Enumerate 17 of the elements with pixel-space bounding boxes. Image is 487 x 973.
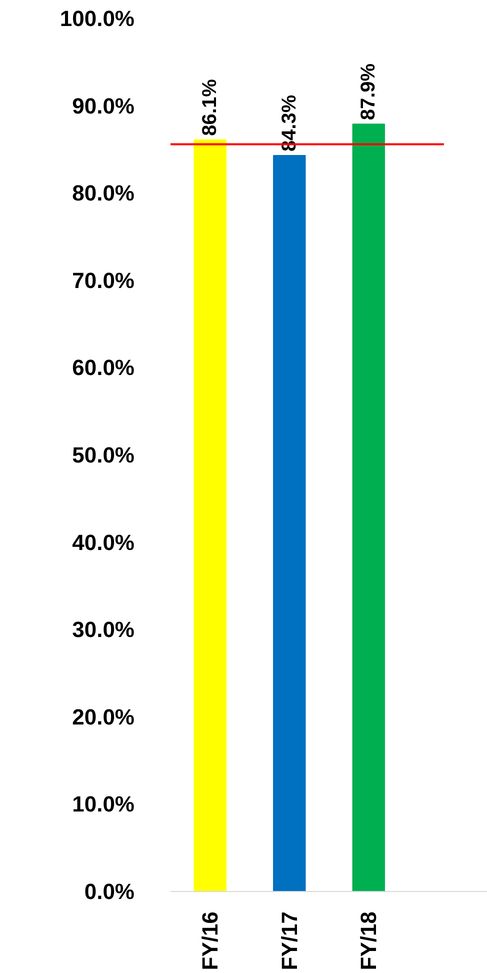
y-tick-label: 30.0% [72, 617, 135, 642]
x-tick-label: FY/16 [198, 911, 223, 970]
y-tick-label: 70.0% [72, 268, 135, 293]
y-tick-label: 10.0% [72, 792, 135, 817]
y-tick-label: 50.0% [72, 442, 135, 468]
y-tick-label: 40.0% [72, 530, 135, 555]
y-tick-label: 60.0% [72, 355, 135, 380]
data-label: 86.1% [199, 78, 222, 136]
y-tick-label: 100.0% [60, 6, 135, 31]
data-label: 84.3% [278, 94, 300, 152]
data-label: 87.9% [358, 63, 380, 120]
x-tick-label: FY/17 [276, 911, 302, 970]
y-tick-label: 90.0% [72, 93, 135, 118]
y-tick-label: 80.0% [72, 180, 135, 206]
x-tick-label: FY/18 [356, 911, 382, 970]
y-tick-label: 20.0% [72, 704, 135, 730]
y-tick-label: 0.0% [84, 879, 135, 904]
